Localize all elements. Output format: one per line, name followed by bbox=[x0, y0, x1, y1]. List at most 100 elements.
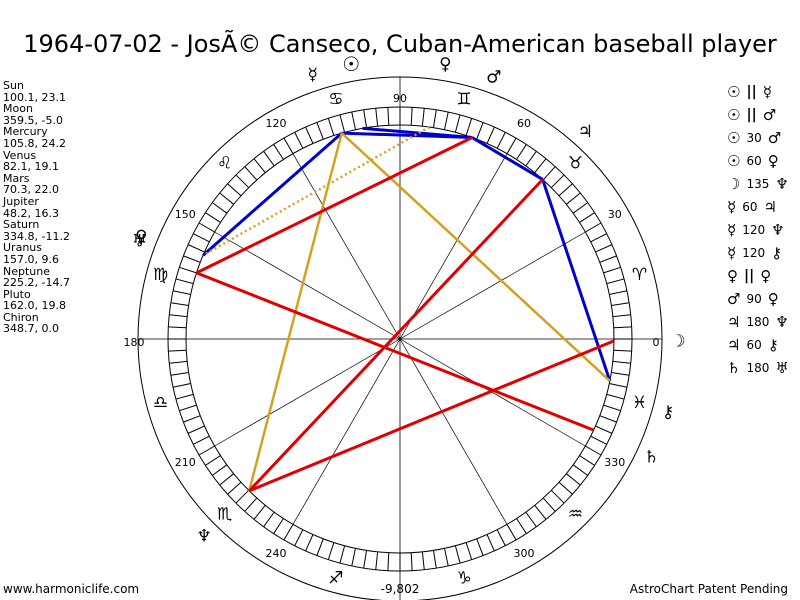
position-value: 348.7, 0.0 bbox=[3, 322, 59, 336]
degree-tick bbox=[198, 445, 215, 456]
position-planet-name: Mercury bbox=[3, 125, 48, 139]
aspect-row: ☿ 120 ♆ bbox=[727, 218, 789, 241]
position-planet-name: Venus bbox=[3, 148, 37, 162]
parallel-symbol: || bbox=[744, 267, 755, 284]
degree-tick bbox=[187, 244, 205, 253]
degree-tick bbox=[454, 114, 461, 133]
footer-website[interactable]: www.harmoniclife.com bbox=[3, 582, 140, 596]
degree-tick bbox=[316, 122, 324, 140]
degree-tick bbox=[168, 326, 187, 329]
sun-icon: ☉ bbox=[342, 52, 360, 76]
aspect-line-neptune-moon bbox=[248, 339, 615, 493]
degree-tick bbox=[590, 435, 607, 445]
aspect-line-mercury-mars bbox=[341, 131, 473, 140]
degree-tick bbox=[375, 551, 379, 570]
aspect-planet-1-icon: ☽ bbox=[727, 174, 741, 193]
pisces-icon: ♓ bbox=[632, 393, 647, 413]
degree-tick bbox=[506, 524, 517, 541]
aspect-planet-1-icon: ♃ bbox=[727, 312, 741, 331]
aries-icon: ♈ bbox=[632, 265, 647, 285]
degree-tick bbox=[316, 538, 324, 556]
degree-tick bbox=[613, 326, 632, 329]
degree-tick bbox=[525, 151, 537, 167]
degree-tick bbox=[169, 360, 188, 364]
position-row-uranus: Uranus 157.0, 9.6 bbox=[3, 242, 70, 265]
position-value: 48.2, 16.3 bbox=[3, 206, 59, 220]
degree-tick bbox=[351, 548, 356, 567]
gemini-icon: ♊ bbox=[457, 89, 472, 109]
degree-tick bbox=[444, 111, 449, 130]
degree-tick bbox=[579, 212, 595, 223]
degree-tick bbox=[454, 545, 461, 564]
parallel-symbol: || bbox=[746, 83, 757, 100]
degree-label-60: 60 bbox=[517, 117, 531, 130]
position-value: 105.8, 24.2 bbox=[3, 136, 66, 150]
aspect-angle: 90 bbox=[746, 291, 762, 306]
pluto-icon: ♀ bbox=[135, 227, 147, 247]
position-planet-name: Saturn bbox=[3, 218, 40, 232]
aspect-angle: 120 bbox=[742, 245, 766, 260]
degree-tick bbox=[170, 302, 189, 307]
degree-tick bbox=[565, 192, 581, 205]
degree-tick bbox=[212, 464, 228, 476]
degree-tick bbox=[585, 222, 602, 233]
degree-tick bbox=[486, 126, 495, 144]
aspect-angle: 180 bbox=[746, 360, 770, 375]
aspect-planet-2-icon: ♀ bbox=[760, 266, 772, 285]
degree-tick bbox=[565, 473, 581, 486]
position-row-saturn: Saturn 334.8, -11.2 bbox=[3, 219, 70, 242]
aspect-line-mercury-uranus bbox=[202, 131, 343, 257]
position-planet-name: Jupiter bbox=[3, 194, 39, 208]
aspect-line-mercury-chiron bbox=[340, 132, 611, 382]
aspect-row: ☉ || ♂ bbox=[727, 103, 789, 126]
degree-tick bbox=[590, 233, 607, 243]
aspect-planet-2-icon: ♃ bbox=[763, 197, 777, 216]
position-row-neptune: Neptune 225.2, -14.7 bbox=[3, 265, 70, 289]
position-value: 157.0, 9.6 bbox=[3, 252, 59, 266]
degree-tick bbox=[235, 489, 250, 504]
degree-tick bbox=[516, 518, 527, 534]
aspect-row: ☉ || ☿ bbox=[727, 80, 789, 103]
degree-tick bbox=[170, 371, 189, 376]
degree-tick bbox=[253, 158, 266, 174]
degree-tick bbox=[179, 404, 197, 412]
position-value: 334.8, -11.2 bbox=[3, 229, 70, 243]
degree-tick bbox=[198, 222, 215, 233]
degree-tick bbox=[595, 425, 613, 434]
jupiter-icon: ♃ bbox=[578, 122, 593, 142]
libra-icon: ♎ bbox=[153, 393, 168, 413]
position-planet-name: Uranus bbox=[3, 241, 42, 255]
aspect-row: ☉ 60 ♀ bbox=[727, 149, 789, 172]
degree-tick bbox=[363, 550, 368, 569]
degree-tick bbox=[172, 290, 191, 295]
degree-label-300: 300 bbox=[514, 547, 535, 560]
position-planet-name: Sun bbox=[3, 79, 24, 92]
degree-label-180: 180 bbox=[124, 336, 145, 349]
aspect-angle: 135 bbox=[746, 176, 770, 191]
aspect-planet-2-icon: ♂ bbox=[762, 105, 777, 124]
position-value: 359.5, -5.0 bbox=[3, 113, 63, 127]
aspect-line-pluto-saturn bbox=[195, 271, 595, 432]
degree-tick bbox=[444, 548, 449, 567]
degree-tick bbox=[273, 144, 284, 160]
degree-tick bbox=[606, 278, 625, 285]
degree-tick bbox=[305, 126, 314, 144]
degree-tick bbox=[193, 233, 210, 243]
degree-tick bbox=[572, 464, 588, 476]
aspect-planet-2-icon: ☿ bbox=[762, 82, 772, 101]
aspect-planet-2-icon: ♆ bbox=[775, 174, 789, 193]
degree-tick bbox=[516, 144, 527, 160]
aspect-list: ☉ || ☿ ☉ || ♂ ☉ 30 ♂ ☉ 60 ♀ ☽ 135 ♆ ☿ 60 ♃ ☿ 120 ♆ ☿ 120 ⚷ ♀ || ♀ ♂… bbox=[727, 80, 789, 379]
position-value: 70.3, 22.0 bbox=[3, 183, 59, 197]
house-line bbox=[292, 153, 401, 340]
degree-tick bbox=[612, 360, 631, 364]
degree-label-90: 90 bbox=[393, 92, 407, 105]
degree-tick bbox=[603, 404, 621, 412]
degree-tick bbox=[183, 415, 201, 423]
degree-tick bbox=[327, 118, 335, 136]
degree-tick bbox=[599, 415, 617, 423]
degree-tick bbox=[244, 166, 258, 181]
mars-icon: ♂ bbox=[486, 67, 501, 87]
aspect-angle: 120 bbox=[742, 222, 766, 237]
degree-tick bbox=[421, 551, 425, 570]
